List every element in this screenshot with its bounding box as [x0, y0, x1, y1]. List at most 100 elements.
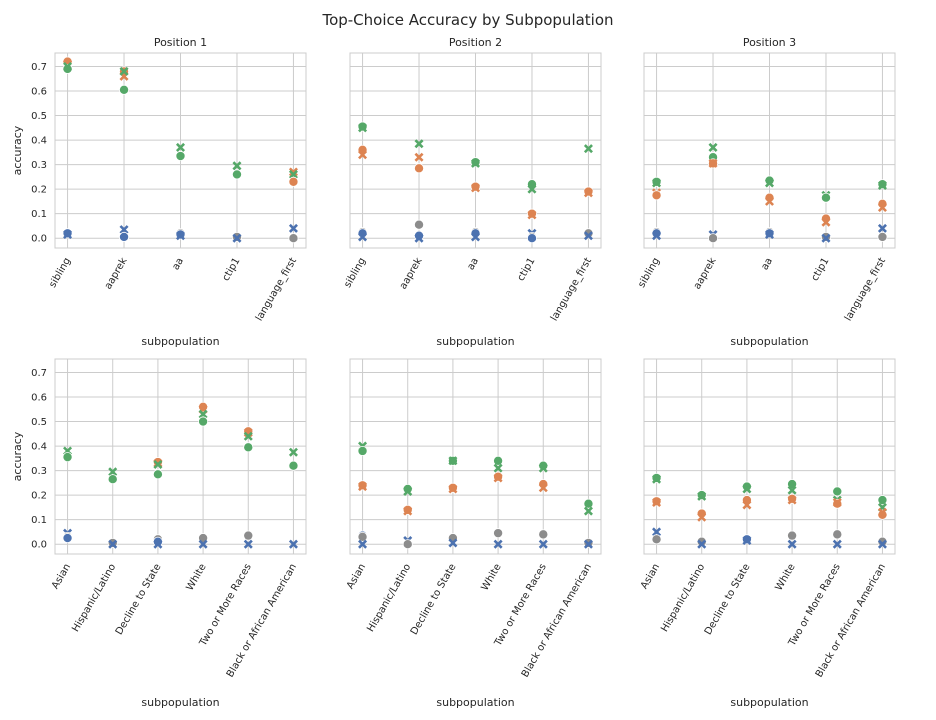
data-point-blue-x [153, 539, 163, 549]
data-point-green-circle [764, 175, 775, 186]
data-point-blue-x [877, 539, 887, 549]
x-axis-label: subpopulation [436, 335, 514, 348]
data-point-blue-circle [152, 536, 163, 547]
data-point-blue-x [583, 231, 593, 241]
data-point-green-x [119, 66, 129, 76]
data-point-orange-x [470, 183, 481, 193]
data-point-blue-x [493, 539, 503, 549]
data-point-gray-circle [288, 233, 299, 244]
data-point-gray-circle [708, 233, 719, 244]
y-tick-label: 0.7 [31, 62, 47, 73]
data-point-green-x [527, 184, 537, 194]
data-point-blue-circle [62, 533, 73, 544]
x-tick-label: White [480, 562, 504, 593]
data-point-green-circle [493, 455, 504, 466]
data-point-green-x [583, 506, 593, 516]
data-point-blue-x [358, 539, 368, 549]
x-tick-label: Two or More Races [786, 562, 843, 649]
y-tick-label: 0.6 [31, 87, 47, 98]
data-point-orange-x [764, 196, 775, 206]
data-point-green-circle [832, 486, 843, 497]
panel-title: Position 2 [449, 36, 502, 49]
data-point-green-x [175, 142, 186, 152]
data-point-blue-x [877, 223, 887, 233]
data-point-gray-circle [787, 530, 798, 541]
data-point-green-x [708, 142, 718, 152]
x-tick-label: ctip1 [516, 256, 538, 283]
y-tick-label: 0.5 [31, 417, 47, 428]
x-tick-label: language_first [254, 256, 299, 323]
data-point-orange-x [742, 500, 752, 510]
data-point-green-x [470, 158, 481, 168]
x-axis-label: subpopulation [141, 335, 219, 348]
data-point-green-circle [402, 483, 413, 494]
data-point-green-x [787, 485, 797, 495]
data-point-green-x [232, 161, 242, 171]
data-point-blue-x [652, 527, 662, 537]
x-tick-label: aaprek [103, 256, 130, 292]
data-point-green-x [583, 144, 593, 154]
data-point-blue-x [232, 233, 242, 243]
y-tick-label: 0.2 [31, 491, 47, 502]
x-tick-label: Two or More Races [492, 562, 549, 649]
x-tick-label: Decline to State [114, 562, 164, 637]
data-point-gray-circle [402, 539, 413, 550]
data-point-orange-x [652, 497, 662, 508]
data-point-green-x [358, 123, 368, 133]
data-point-orange-x [821, 217, 831, 227]
data-point-green-x [697, 491, 707, 501]
data-point-orange-x [448, 484, 458, 494]
x-tick-label: aa [465, 256, 481, 272]
data-point-orange-x [358, 482, 368, 492]
data-point-blue-x [470, 232, 481, 242]
x-tick-label: aaprek [398, 256, 425, 292]
x-tick-label: Hispanic/Latino [659, 562, 707, 634]
y-tick-label: 0.7 [31, 368, 47, 379]
data-point-gray-circle [651, 534, 662, 545]
data-point-gray-circle [583, 228, 594, 239]
data-point-orange-x [527, 210, 537, 220]
data-point-green-circle [175, 151, 186, 162]
data-point-gray-circle [538, 529, 549, 540]
data-point-orange-x [877, 203, 887, 213]
data-point-green-x [877, 180, 887, 190]
x-tick-label: ctip1 [810, 256, 832, 283]
data-point-blue-x [414, 233, 424, 243]
y-tick-label: 0.3 [31, 466, 47, 477]
data-point-blue-x [243, 539, 253, 549]
data-point-green-x [764, 178, 775, 188]
data-point-blue-circle [414, 230, 425, 241]
data-point-green-x [403, 486, 413, 496]
data-point-green-circle [231, 169, 242, 180]
y-axis-label: accuracy [11, 125, 24, 175]
y-tick-label: 0.3 [31, 160, 47, 171]
y-tick-label: 0.6 [31, 393, 47, 404]
data-point-green-x [652, 178, 662, 188]
data-point-blue-x [764, 229, 775, 240]
data-point-green-x [108, 467, 118, 477]
panels: Position 1 0.0 0.1 0.2 0.3 0.4 0.5 0.6 0.7 accura… [11, 36, 896, 709]
x-tick-label: sibling [47, 256, 73, 290]
y-tick-label: 0.4 [31, 136, 47, 147]
data-point-blue-circle [651, 228, 662, 239]
data-point-green-circle [152, 469, 163, 480]
plot-frame [643, 52, 896, 249]
data-point-green-x [414, 139, 424, 149]
data-point-gray-circle [696, 536, 707, 547]
data-point-orange-x [787, 495, 797, 505]
data-point-gray-circle [832, 529, 843, 540]
x-axis-label: subpopulation [141, 696, 219, 709]
x-axis-label: subpopulation [730, 335, 808, 348]
data-point-gray-circle [493, 528, 504, 539]
panel-2: Position 2 sibling aaprek aa ctip1 language_f… [342, 36, 602, 348]
data-point-green-circle [820, 192, 831, 203]
data-point-blue-x [198, 539, 208, 549]
data-point-green-circle [119, 84, 130, 95]
plot-frame [54, 52, 307, 249]
data-point-green-circle [243, 442, 254, 453]
x-tick-label: White [185, 562, 209, 593]
plot-frame [54, 358, 307, 555]
data-point-green-x [198, 409, 208, 419]
